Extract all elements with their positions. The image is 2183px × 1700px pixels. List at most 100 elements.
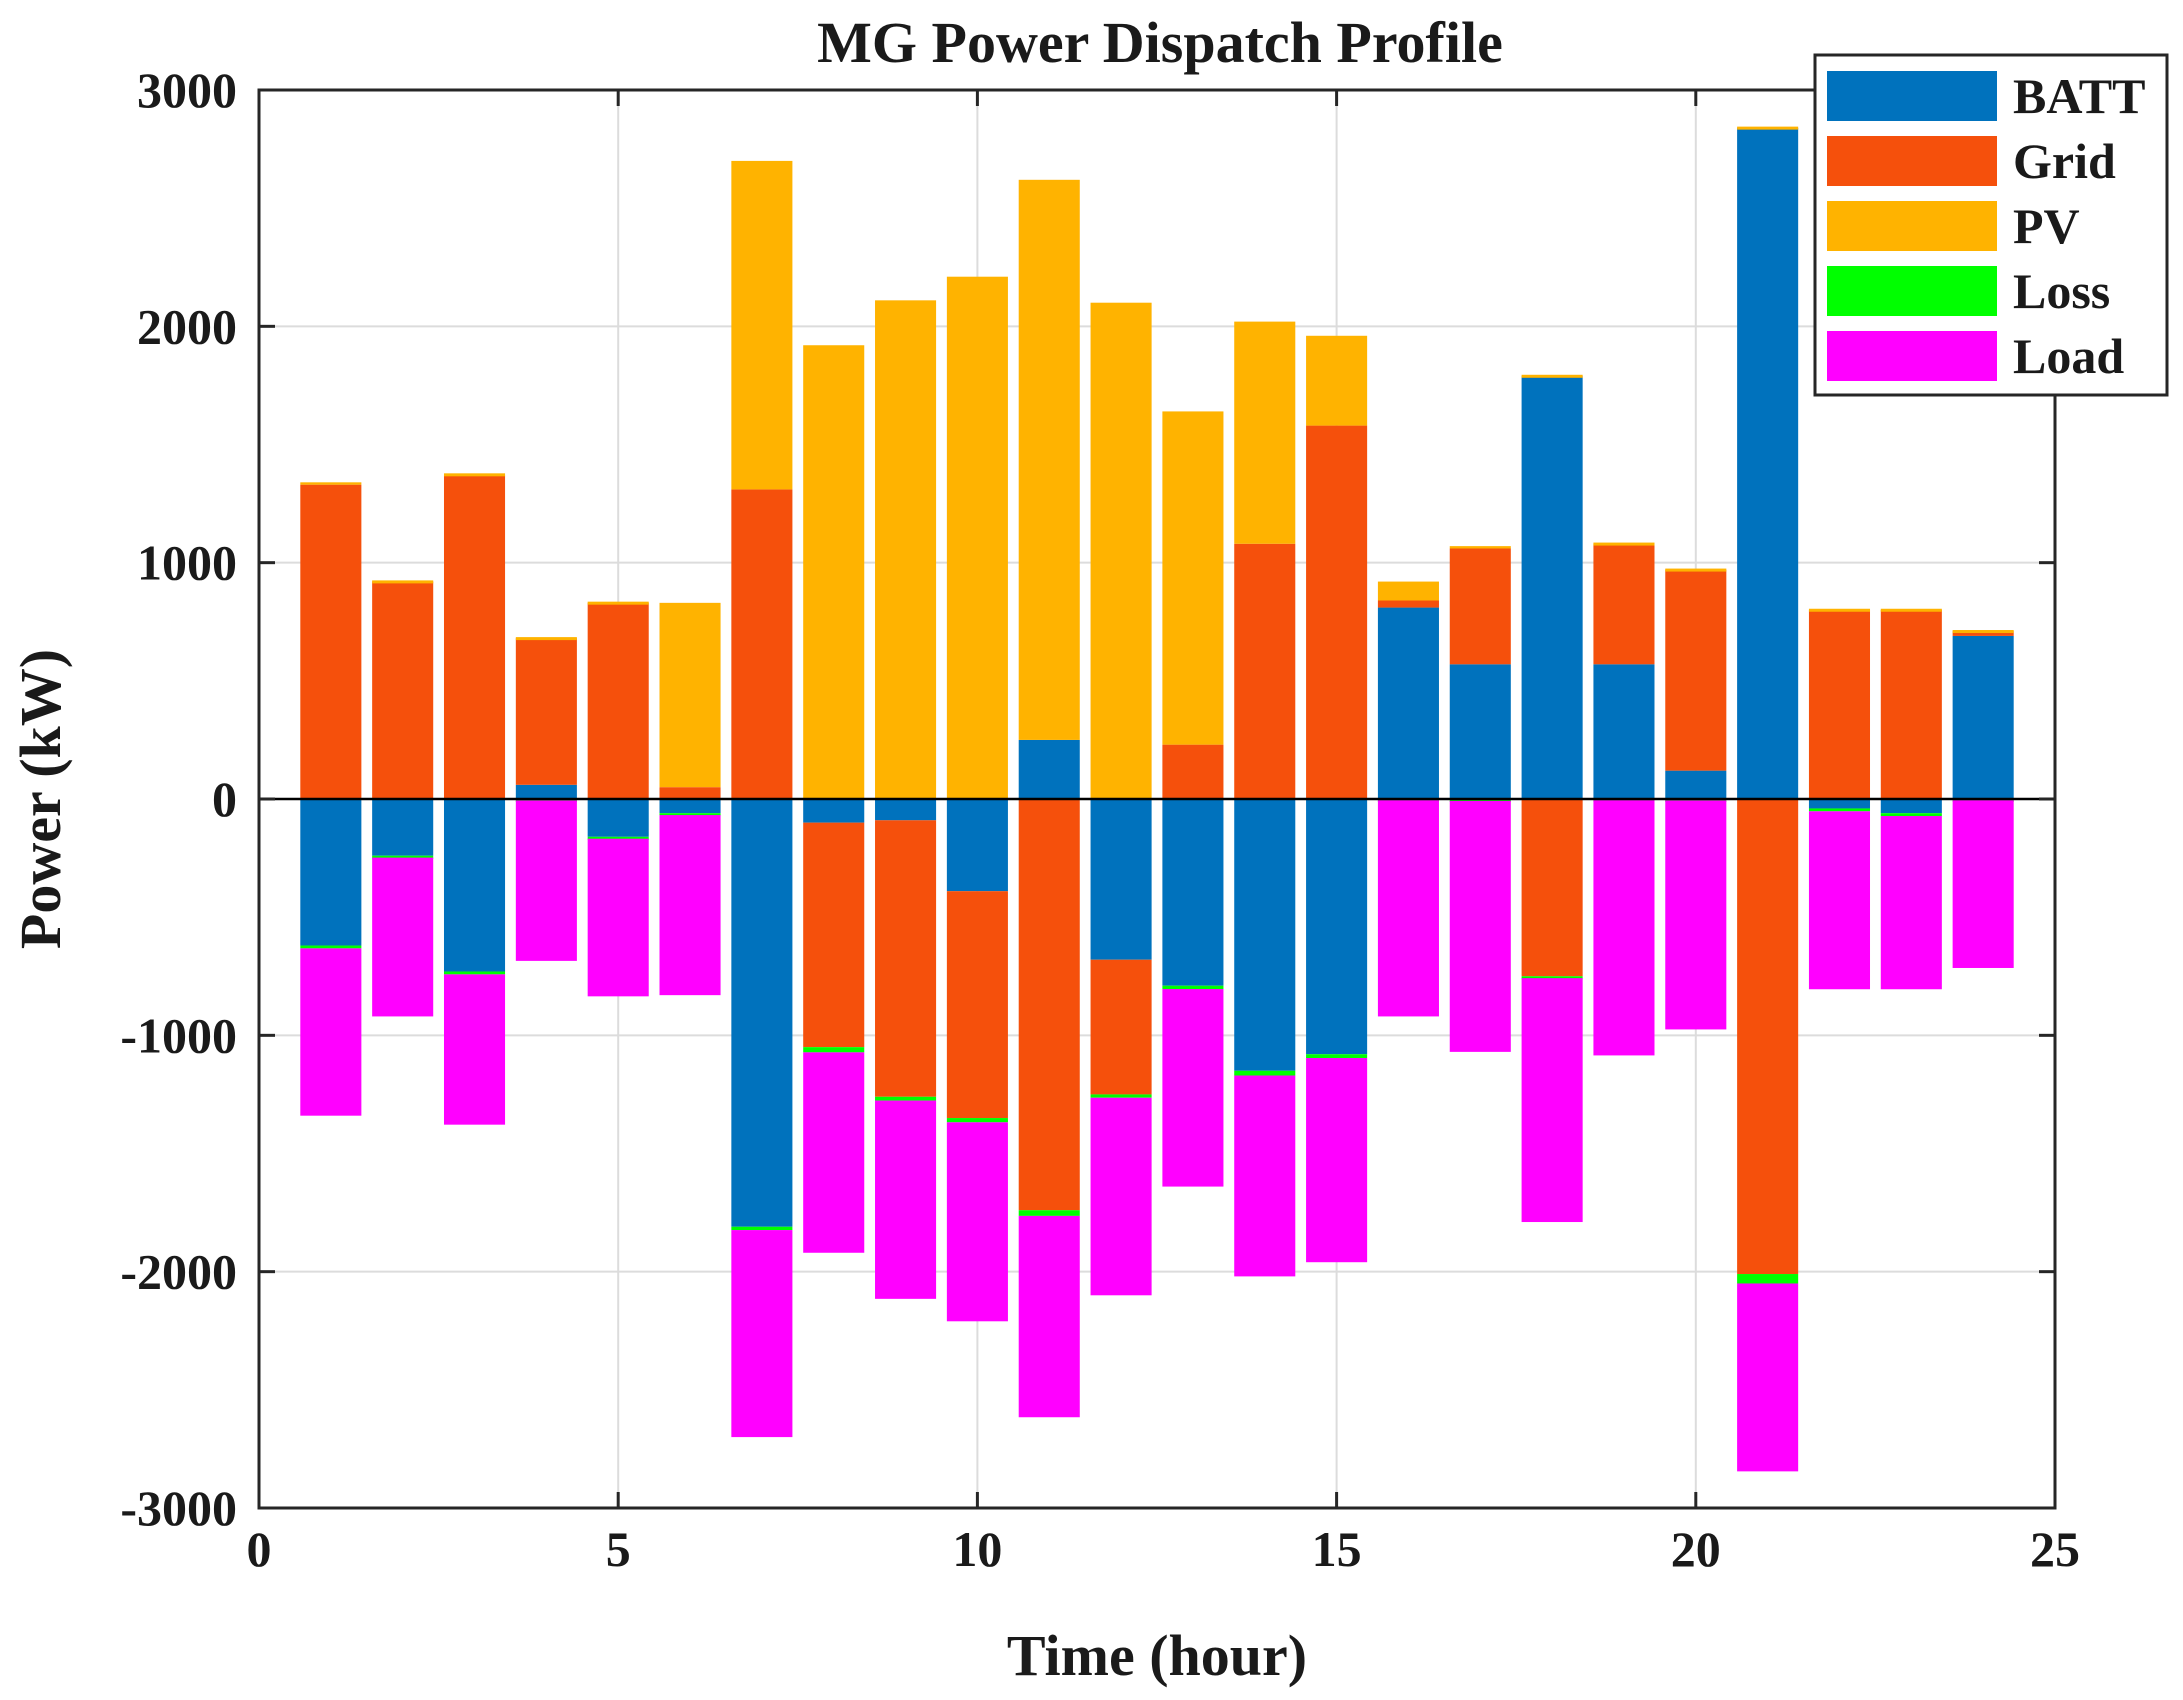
- legend-swatch-grid: [1827, 136, 1997, 186]
- axis-ticks: 0 5 10 15 20 25 -3000 -2000 -1000 0 1000 2000 3000: [120, 62, 2080, 1577]
- bar-load-hour-18: [1521, 978, 1583, 1223]
- legend-label-batt: BATT: [2013, 68, 2145, 124]
- bar-grid-hour-14: [1234, 543, 1296, 799]
- bar-loss-hour-2: [372, 855, 434, 859]
- bar-grid-hour-13: [1162, 744, 1224, 799]
- bar-loss-hour-21: [1737, 1274, 1799, 1284]
- bar-batt-hour-2: [372, 799, 434, 856]
- bar-grid-hour-23: [1880, 609, 1942, 799]
- bar-load-hour-13: [1162, 989, 1224, 1187]
- bar-batt-hour-24: [1952, 635, 2014, 799]
- bar-batt-hour-8: [803, 799, 865, 823]
- bar-load-hour-10: [946, 1122, 1008, 1322]
- bar-batt-hour-3: [443, 799, 506, 972]
- bar-grid-hour-1: [300, 484, 362, 799]
- bar-pv-hour-22: [1808, 608, 1871, 612]
- bar-grid-hour-11: [1018, 799, 1080, 1211]
- x-tick-label: 20: [1671, 1521, 1721, 1577]
- bar-load-hour-9: [875, 1100, 937, 1299]
- bar-load-hour-20: [1665, 800, 1727, 1030]
- bar-loss-hour-3: [443, 971, 506, 975]
- bar-batt-hour-5: [587, 799, 649, 837]
- bar-load-hour-6: [659, 815, 721, 996]
- bar-pv-hour-11: [1018, 179, 1080, 740]
- bar-load-hour-11: [1018, 1215, 1080, 1418]
- bar-pv-hour-21: [1737, 126, 1799, 130]
- bar-batt-hour-21: [1737, 127, 1799, 799]
- bar-grid-hour-21: [1737, 799, 1799, 1275]
- bar-load-hour-12: [1090, 1097, 1152, 1296]
- bar-grid-hour-6: [659, 787, 721, 799]
- bar-grid-hour-24: [1952, 631, 2014, 636]
- y-tick-label: 0: [212, 771, 237, 827]
- x-tick-label: 25: [2030, 1521, 2080, 1577]
- bar-load-hour-3: [443, 974, 506, 1125]
- y-tick-label: -2000: [120, 1244, 237, 1300]
- bar-loss-hour-1: [300, 945, 362, 949]
- bar-load-hour-15: [1306, 1058, 1368, 1263]
- legend-swatch-loss: [1827, 266, 1997, 316]
- bar-loss-hour-12: [1090, 1094, 1152, 1098]
- bar-grid-hour-18: [1521, 799, 1583, 977]
- bar-batt-hour-7: [731, 799, 793, 1227]
- bar-load-hour-17: [1449, 800, 1511, 1052]
- bar-pv-hour-8: [803, 345, 865, 799]
- bar-load-hour-8: [803, 1052, 865, 1253]
- bar-grid-hour-12: [1090, 959, 1152, 1095]
- bar-batt-hour-14: [1234, 799, 1296, 1071]
- bar-batt-hour-12: [1090, 799, 1152, 960]
- bar-grid-hour-4: [515, 638, 577, 785]
- x-axis-label: Time (hour): [1007, 1623, 1307, 1688]
- y-axis-label: Power (kW): [8, 649, 73, 949]
- legend-swatch-batt: [1827, 71, 1997, 121]
- bar-pv-hour-24: [1952, 630, 2014, 634]
- bar-grid-hour-22: [1808, 609, 1871, 799]
- bar-batt-hour-11: [1018, 739, 1080, 799]
- bar-load-hour-4: [515, 800, 577, 961]
- bar-loss-hour-18: [1521, 976, 1583, 980]
- bar-pv-hour-18: [1521, 374, 1583, 378]
- y-tick-label: -1000: [120, 1007, 237, 1063]
- bar-load-hour-5: [587, 838, 649, 997]
- bar-pv-hour-6: [659, 602, 721, 788]
- bar-load-hour-1: [300, 948, 362, 1116]
- bar-pv-hour-5: [587, 601, 649, 605]
- bar-pv-hour-23: [1880, 608, 1942, 612]
- bar-batt-hour-19: [1593, 664, 1655, 799]
- legend: BATT Grid PV Loss Load: [1813, 53, 2169, 397]
- bar-load-hour-24: [1952, 800, 2014, 968]
- bar-batt-hour-15: [1306, 799, 1368, 1055]
- bar-loss-hour-22: [1808, 808, 1871, 812]
- legend-label-load: Load: [2013, 328, 2124, 384]
- bar-batt-hour-13: [1162, 799, 1224, 986]
- legend-label-pv: PV: [2013, 198, 2080, 254]
- bar-loss-hour-15: [1306, 1054, 1368, 1059]
- bar-grid-hour-5: [587, 602, 649, 799]
- legend-swatch-pv: [1827, 201, 1997, 251]
- bar-batt-hour-6: [659, 799, 721, 814]
- bar-loss-hour-5: [587, 836, 649, 840]
- bar-batt-hour-9: [875, 799, 937, 821]
- bar-pv-hour-17: [1449, 546, 1511, 549]
- bar-grid-hour-2: [372, 581, 434, 799]
- bar-load-hour-7: [731, 1230, 793, 1438]
- bar-pv-hour-15: [1306, 335, 1368, 426]
- bar-batt-hour-23: [1880, 799, 1942, 814]
- y-tick-label: 1000: [137, 535, 237, 591]
- bar-pv-hour-4: [515, 637, 577, 641]
- bar-load-hour-22: [1808, 811, 1871, 990]
- bar-load-hour-21: [1737, 1283, 1799, 1472]
- bar-grid-hour-7: [731, 489, 793, 799]
- bar-pv-hour-20: [1665, 568, 1727, 572]
- bar-load-hour-2: [372, 857, 434, 1017]
- bar-batt-hour-17: [1449, 664, 1511, 799]
- x-tick-label: 0: [247, 1521, 272, 1577]
- bar-pv-hour-10: [946, 276, 1008, 799]
- bar-loss-hour-7: [731, 1226, 793, 1231]
- bar-loss-hour-14: [1234, 1070, 1296, 1076]
- bar-grid-hour-20: [1665, 569, 1727, 771]
- y-tick-label: 3000: [137, 62, 237, 118]
- bar-grid-hour-17: [1449, 548, 1511, 665]
- bar-loss-hour-9: [875, 1096, 937, 1101]
